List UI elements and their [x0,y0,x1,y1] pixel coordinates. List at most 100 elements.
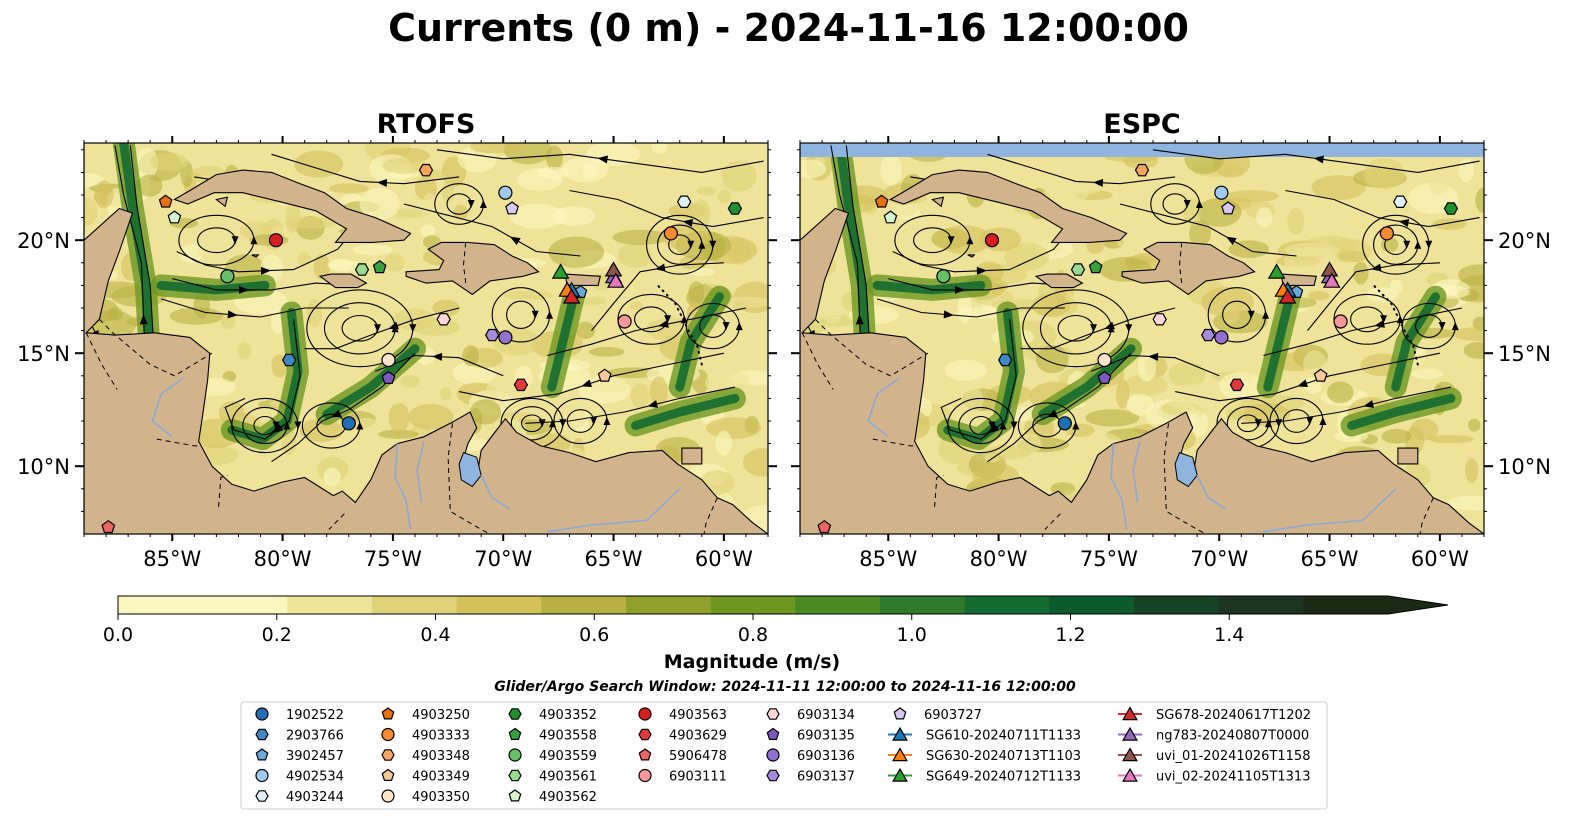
legend-marker [508,748,522,762]
lat-tick-label: 10°N [17,455,70,479]
legend-marker [638,768,652,783]
lon-tick-label: 85°W [859,547,917,571]
legend-label: 6903111 [669,770,727,785]
legend-label: 5906478 [669,749,727,764]
rtofs-axis-ticks: 85°W 80°W 75°W 70°W 65°W 60°W 10°N 15°N 20°N [17,136,777,571]
float-legend: 1902522 2903766 3902457 4902534 4903244 49032… [240,701,1328,810]
legend-entries: 1902522 2903766 3902457 4902534 4903244 49032… [255,706,1311,805]
float-marker [1322,272,1341,288]
legend-entry: SG649-20240712T1133 [888,767,1081,785]
legend-entry: 4903562 [508,789,597,805]
legend-marker [766,748,780,762]
legend-marker [508,708,522,720]
lon-tick-label: 75°W [1080,547,1138,571]
float-marker [1221,201,1235,215]
legend-marker [892,726,908,741]
float-marker [551,263,570,279]
colorbar-segment [287,596,373,614]
rtofs-panel-title: RTOFS [377,109,476,140]
legend-entry: 4903558 [508,727,597,744]
lat-tick-label: 10°N [1498,455,1551,479]
lake-maracaibo [458,451,482,488]
legend-entry: SG610-20240711T1133 [888,726,1081,744]
legend-marker [381,789,395,803]
colorbar-segment [710,596,796,614]
legend-entry: 4903563 [638,707,727,723]
legend-entry: 4903352 [508,708,597,723]
float-marker [874,194,889,208]
legend-entry: 6903136 [766,748,855,764]
colorbar-segment [626,596,712,614]
legend-entry: uvi_01-20241026T1158 [1118,747,1310,764]
colorbar-tick-label: 1.0 [897,624,927,646]
legend-label: uvi_02-20241105T1313 [1156,770,1310,785]
lon-tick-label: 60°W [695,547,753,571]
legend-entry: 6903134 [766,708,855,723]
legend-entry: 4903561 [508,770,597,785]
legend-marker [1122,726,1138,741]
float-marker [1152,313,1167,326]
float-marker [677,195,692,208]
float-marker [663,226,679,241]
legend-entry: SG678-20240617T1202 [1118,706,1311,723]
legend-entry: 1902522 [255,707,344,723]
float-marker [1088,260,1103,274]
float-marker [418,163,434,177]
colorbar-ticks: 0.0 0.2 0.4 0.6 0.8 1.0 1.2 1.4 [103,614,1244,646]
no-data-band [800,143,1484,157]
legend-label: 4903558 [539,729,597,744]
legend-label: 3902457 [286,749,344,764]
legend-label: 4903349 [412,770,470,785]
float-marker [1333,314,1348,329]
legend-entry: 4903350 [381,789,470,805]
legend-label: SG630-20240713T1103 [926,749,1081,764]
legend-entry: 4903250 [381,707,470,723]
map-frame [83,142,769,535]
float-marker [1070,263,1086,276]
legend-marker [1122,767,1138,782]
colorbar-outline [117,595,1449,615]
legend-marker [638,728,652,741]
colorbar-segment [1218,596,1304,614]
lon-tick-label: 75°W [364,547,422,571]
float-marker [936,269,951,284]
legend-label: 4903333 [412,729,470,744]
legend-marker [381,749,395,761]
legend-marker [766,769,780,782]
legend-label: SG649-20240712T1133 [926,770,1081,785]
legend-marker [1122,706,1138,721]
lon-tick-label: 70°W [474,547,532,571]
legend-label: 4903352 [539,708,597,723]
legend-label: 6903135 [797,729,855,744]
lon-tick-label: 80°W [970,547,1028,571]
legend-marker [766,708,780,720]
float-marker [498,330,513,345]
legend-entry: uvi_02-20241105T1313 [1118,767,1310,785]
land-masses [84,143,768,534]
legend-entry: 4903244 [255,790,344,805]
legend-label: SG678-20240617T1202 [1156,708,1311,723]
float-marker [562,288,581,304]
float-marker [101,519,116,534]
legend-marker [892,747,908,762]
legend-label: 4903350 [412,790,470,805]
magnitude-colorbar: 0.0 0.2 0.4 0.6 0.8 1.0 1.2 1.4 Magnitude (m/s) [103,595,1449,673]
float-markers [817,163,1459,534]
legend-entry: 6903137 [766,769,855,785]
float-marker [1278,288,1297,304]
legend-marker [381,727,395,742]
float-marker [282,353,297,367]
colorbar-tick-label: 0.0 [103,624,133,646]
colorbar-tick-label: 0.2 [262,624,292,646]
legend-entry: 4903629 [638,728,727,744]
colorbar-segment [541,596,627,614]
legend-marker [255,748,269,761]
colorbar-extend-arrow [1303,596,1448,614]
float-marker [268,233,284,248]
legend-entry: SG630-20240713T1103 [888,747,1081,764]
legend-marker [638,707,652,721]
legend-marker [508,727,522,741]
espc-panel-title: ESPC [1103,109,1181,140]
float-marker [1097,370,1112,384]
float-marker [984,233,1000,248]
